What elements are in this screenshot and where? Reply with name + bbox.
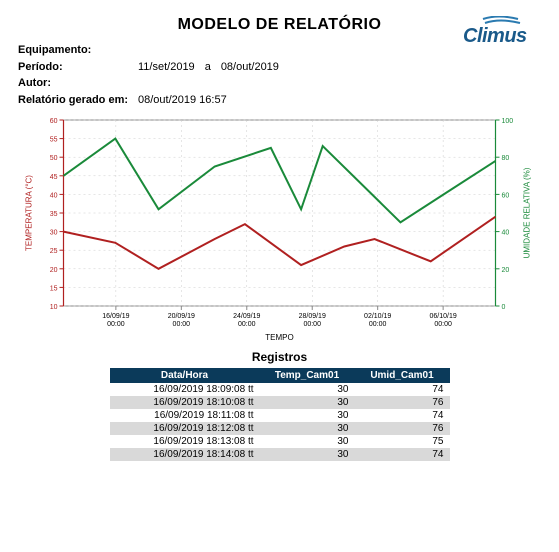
- table-cell: 74: [355, 448, 450, 461]
- table-header: Umid_Cam01: [355, 368, 450, 383]
- svg-text:40: 40: [50, 192, 58, 199]
- table-row: 16/09/2019 18:09:08 tt3074: [110, 383, 450, 396]
- gerado-label: Relatório gerado em:: [18, 92, 138, 109]
- table-header: Data/Hora: [110, 368, 260, 383]
- table-cell: 16/09/2019 18:10:08 tt: [110, 396, 260, 409]
- svg-text:60: 60: [50, 118, 58, 125]
- periodo-sep: a: [205, 59, 211, 76]
- table-cell: 30: [260, 383, 355, 396]
- logo-text: Climus: [463, 25, 527, 46]
- svg-text:50: 50: [50, 155, 58, 162]
- registros-table: Data/HoraTemp_Cam01Umid_Cam01 16/09/2019…: [110, 368, 450, 461]
- svg-text:00:00: 00:00: [107, 321, 125, 328]
- svg-text:00:00: 00:00: [173, 321, 191, 328]
- table-cell: 16/09/2019 18:12:08 tt: [110, 422, 260, 435]
- table-row: 16/09/2019 18:14:08 tt3074: [110, 448, 450, 461]
- svg-text:80: 80: [502, 155, 510, 162]
- svg-text:40: 40: [502, 230, 510, 237]
- svg-text:00:00: 00:00: [369, 321, 387, 328]
- table-row: 16/09/2019 18:12:08 tt3076: [110, 422, 450, 435]
- header: MODELO DE RELATÓRIO Climus: [18, 16, 541, 34]
- table-row: 16/09/2019 18:10:08 tt3076: [110, 396, 450, 409]
- svg-text:28/09/19: 28/09/19: [299, 313, 326, 320]
- table-cell: 30: [260, 422, 355, 435]
- gerado-value: 08/out/2019 16:57: [138, 92, 227, 109]
- svg-text:00:00: 00:00: [434, 321, 452, 328]
- equip-label: Equipamento:: [18, 42, 138, 59]
- table-cell: 16/09/2019 18:14:08 tt: [110, 448, 260, 461]
- table-cell: 16/09/2019 18:09:08 tt: [110, 383, 260, 396]
- table-cell: 74: [355, 383, 450, 396]
- periodo-start: 11/set/2019: [138, 59, 195, 76]
- svg-text:60: 60: [502, 192, 510, 199]
- table-cell: 74: [355, 409, 450, 422]
- table-cell: 30: [260, 435, 355, 448]
- table-header: Temp_Cam01: [260, 368, 355, 383]
- autor-label: Autor:: [18, 75, 138, 92]
- svg-text:30: 30: [50, 230, 58, 237]
- table-cell: 30: [260, 409, 355, 422]
- svg-text:15: 15: [50, 285, 58, 292]
- svg-text:02/10/19: 02/10/19: [364, 313, 391, 320]
- svg-text:45: 45: [50, 174, 58, 181]
- svg-text:20: 20: [50, 267, 58, 274]
- table-cell: 16/09/2019 18:13:08 tt: [110, 435, 260, 448]
- chart: 10 15 20 25 30 35 40 45 50 55 60 0 20 40 60 80 100 16/09/…: [18, 112, 541, 342]
- meta-block: Equipamento: Período: 11/set/2019 a 08/o…: [18, 42, 541, 108]
- table-cell: 75: [355, 435, 450, 448]
- svg-text:20: 20: [502, 267, 510, 274]
- table-cell: 30: [260, 396, 355, 409]
- svg-text:10: 10: [50, 304, 58, 311]
- logo: Climus: [463, 16, 541, 46]
- svg-text:24/09/19: 24/09/19: [233, 313, 260, 320]
- svg-text:16/09/19: 16/09/19: [102, 313, 129, 320]
- periodo-end: 08/out/2019: [221, 59, 279, 76]
- svg-text:20/09/19: 20/09/19: [168, 313, 195, 320]
- svg-text:TEMPERATURA (°C): TEMPERATURA (°C): [25, 175, 34, 251]
- table-row: 16/09/2019 18:13:08 tt3075: [110, 435, 450, 448]
- svg-text:06/10/19: 06/10/19: [430, 313, 457, 320]
- periodo-label: Período:: [18, 59, 138, 76]
- chart-container: 10 15 20 25 30 35 40 45 50 55 60 0 20 40 60 80 100 16/09/…: [18, 112, 541, 342]
- svg-text:25: 25: [50, 248, 58, 255]
- svg-text:55: 55: [50, 137, 58, 144]
- table-cell: 30: [260, 448, 355, 461]
- svg-text:TEMPO: TEMPO: [265, 333, 293, 342]
- svg-text:100: 100: [502, 118, 514, 125]
- registros-title: Registros: [18, 350, 541, 364]
- svg-text:00:00: 00:00: [238, 321, 256, 328]
- table-cell: 76: [355, 422, 450, 435]
- svg-text:0: 0: [502, 304, 506, 311]
- table-row: 16/09/2019 18:11:08 tt3074: [110, 409, 450, 422]
- svg-text:UMIDADE RELATIVA (%): UMIDADE RELATIVA (%): [523, 167, 532, 258]
- table-cell: 16/09/2019 18:11:08 tt: [110, 409, 260, 422]
- svg-text:00:00: 00:00: [303, 321, 321, 328]
- table-cell: 76: [355, 396, 450, 409]
- svg-text:35: 35: [50, 211, 58, 218]
